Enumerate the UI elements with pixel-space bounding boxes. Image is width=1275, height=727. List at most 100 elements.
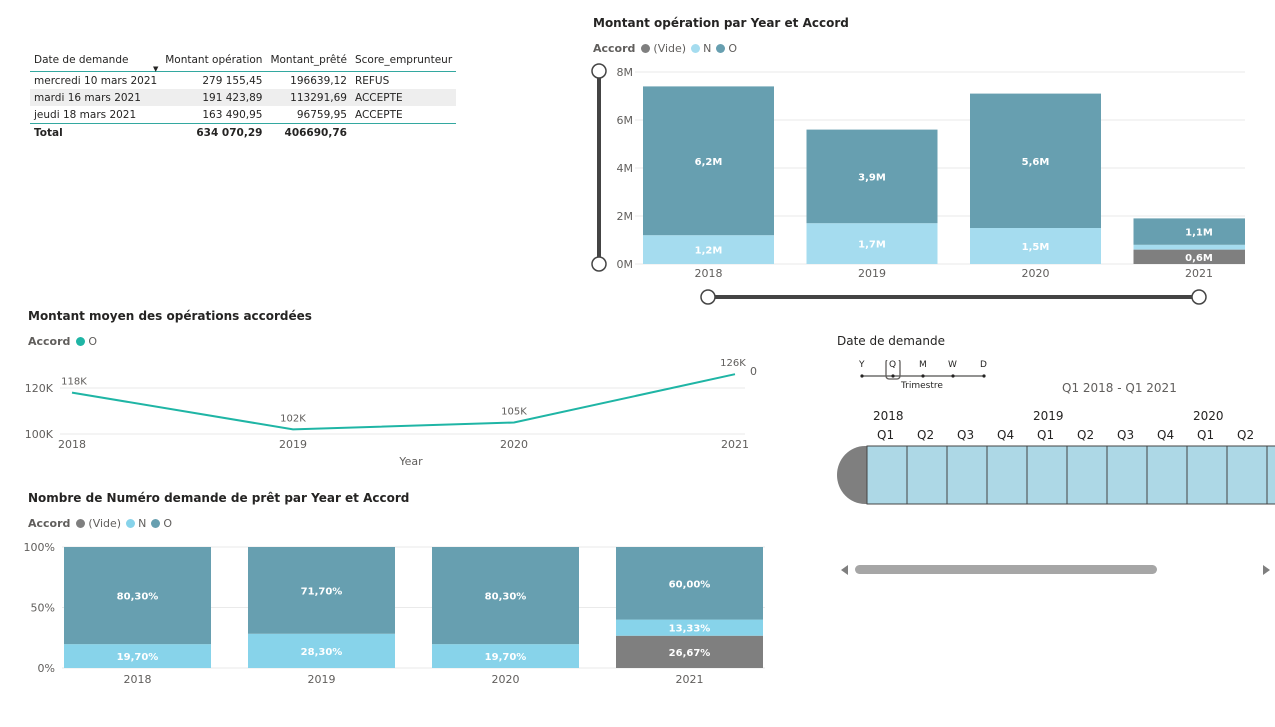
chart1-legend: Accord (Vide) N O <box>593 42 742 55</box>
legend-item-o[interactable]: O <box>151 517 172 530</box>
x-tick-label: 2020 <box>500 438 528 451</box>
table-row[interactable]: jeudi 18 mars 2021 163 490,95 96759,95 A… <box>30 106 456 124</box>
data-label: 13,33% <box>669 624 711 635</box>
timeline-quarter-cell[interactable] <box>1066 445 1108 505</box>
timeline-quarter-cell[interactable] <box>1106 445 1148 505</box>
timeline-range-handle-icon <box>837 446 867 504</box>
x-tick-label: 2018 <box>58 438 86 451</box>
legend-dot-icon <box>76 519 86 528</box>
table-header-row: Date de demande Montant opération Montan… <box>30 52 457 72</box>
bar-segment <box>1133 249 1245 264</box>
timeline-quarter-label: Q2 <box>917 428 935 442</box>
timeline-quarter-cell[interactable] <box>1226 445 1268 505</box>
x-tick-label: 2019 <box>858 267 886 280</box>
data-label: 28,30% <box>301 647 343 658</box>
cell-date: mardi 16 mars 2021 <box>30 89 162 106</box>
data-label: 1,2M <box>695 246 723 257</box>
chart3-legend: Accord (Vide) N O <box>28 517 177 530</box>
granularity-label: Trimestre <box>901 381 943 391</box>
legend-item-n[interactable]: N <box>691 42 711 55</box>
col-montant-operation[interactable]: Montant opération <box>161 52 267 72</box>
table-total-row: Total 634 070,29 406690,76 <box>30 123 457 141</box>
timeline-quarter-cell[interactable] <box>1026 445 1068 505</box>
y-tick-label: 0% <box>38 662 55 675</box>
timeline-strip <box>837 445 1275 505</box>
timeline-quarter-cell[interactable] <box>1266 445 1275 505</box>
data-label: 105K <box>501 407 527 418</box>
timeline-scrollbar[interactable] <box>855 565 1157 574</box>
data-label: 5,6M <box>1022 157 1050 168</box>
timeline-quarter-cell[interactable] <box>1146 445 1188 505</box>
total-montant-prete: 406690,76 <box>266 123 351 141</box>
bar-segment <box>970 93 1101 228</box>
legend-item-vide[interactable]: (Vide) <box>641 42 686 55</box>
table-row[interactable]: mercredi 10 mars 2021 279 155,45 196639,… <box>30 72 456 90</box>
data-label: 0,6M <box>1185 253 1213 264</box>
legend-label: N <box>138 517 147 530</box>
timeline-year-2018: 2018 <box>873 409 904 423</box>
timeline-quarter-label: Q4 <box>997 428 1015 442</box>
x-axis-title: Year <box>398 455 423 468</box>
scroll-right-icon[interactable] <box>1261 563 1273 577</box>
bar-segment <box>64 644 211 668</box>
granularity-year[interactable]: Y <box>859 360 865 370</box>
legend-item-o[interactable]: O <box>76 335 97 348</box>
timeline-quarter-cell[interactable] <box>946 445 988 505</box>
data-label: 1,1M <box>1185 228 1213 239</box>
timeline-quarter-label: Q2 <box>1237 428 1255 442</box>
legend-label: O <box>728 42 738 55</box>
bar-segment <box>1133 218 1245 245</box>
y-tick-label: 100K <box>25 428 54 441</box>
timeline-quarter-label: Q1 <box>1197 428 1215 442</box>
granularity-quarter[interactable]: Q <box>889 360 897 370</box>
zoom-handle-icon <box>591 63 607 79</box>
col-date-de-demande[interactable]: Date de demande <box>30 52 162 72</box>
bar-segment <box>432 547 579 645</box>
chart1-title: Montant opération par Year et Accord <box>593 16 849 30</box>
x-tick-label: 2020 <box>1022 267 1050 280</box>
cell-score: ACCEPTE <box>350 89 457 106</box>
y-tick-label: 0M <box>617 258 634 271</box>
chart2-legend: Accord O <box>28 335 102 348</box>
data-label: 60,00% <box>669 579 711 590</box>
x-tick-label: 2020 <box>492 673 520 686</box>
x-tick-label: 2018 <box>124 673 152 686</box>
table-row[interactable]: mardi 16 mars 2021 191 423,89 113291,69 … <box>30 89 457 106</box>
extra-label: 0 <box>750 365 757 378</box>
timeline-quarter-label: Q2 <box>1077 428 1095 442</box>
timeline-quarter-cell[interactable] <box>986 445 1028 505</box>
timeline-quarter-cell[interactable] <box>866 445 908 505</box>
col-montant-prete[interactable]: Montant_prêté <box>266 52 351 72</box>
chart2-montant-moyen: 100K 120K 118K 102K 105K 126K 2018 2019 2020 2021… <box>25 358 757 468</box>
data-label: 6,2M <box>695 157 723 168</box>
legend-item-vide[interactable]: (Vide) <box>76 517 121 530</box>
y-tick-label: 2M <box>617 210 634 223</box>
col-score-emprunteur[interactable]: Score_emprunteur <box>350 52 457 72</box>
bar-segment <box>248 633 395 668</box>
slicer-range-label: Q1 2018 - Q1 2021 <box>1062 381 1177 395</box>
sort-descending-icon[interactable]: ▼ <box>153 65 159 73</box>
timeline-quarter-label: Q3 <box>1117 428 1135 442</box>
legend-dot-icon <box>126 519 136 528</box>
legend-item-o[interactable]: O <box>716 42 737 55</box>
cell-montant-prete: 196639,12 <box>290 74 347 87</box>
granularity-week[interactable]: W <box>948 360 957 370</box>
granularity-day[interactable]: D <box>980 360 987 370</box>
timeline-cells <box>837 445 1275 505</box>
legend-dot-icon <box>691 44 701 53</box>
legend-dot-icon <box>716 44 726 53</box>
granularity-month[interactable]: M <box>919 360 927 370</box>
data-label: 1,5M <box>1022 242 1050 253</box>
legend-title: Accord <box>28 517 71 530</box>
legend-item-n[interactable]: N <box>126 517 146 530</box>
timeline-quarter-cell[interactable] <box>906 445 948 505</box>
data-label: 102K <box>280 413 306 424</box>
y-tick-label: 50% <box>31 602 55 615</box>
scroll-left-icon[interactable] <box>838 563 850 577</box>
timeline-quarter-cell[interactable] <box>1186 445 1228 505</box>
bar-segment <box>616 547 763 620</box>
cell-montant-prete: 96759,95 <box>296 108 347 121</box>
chart3-title: Nombre de Numéro demande de prêt par Yea… <box>28 491 410 505</box>
data-label: 126K <box>720 358 746 369</box>
zoom-handle-icon <box>1191 289 1207 305</box>
